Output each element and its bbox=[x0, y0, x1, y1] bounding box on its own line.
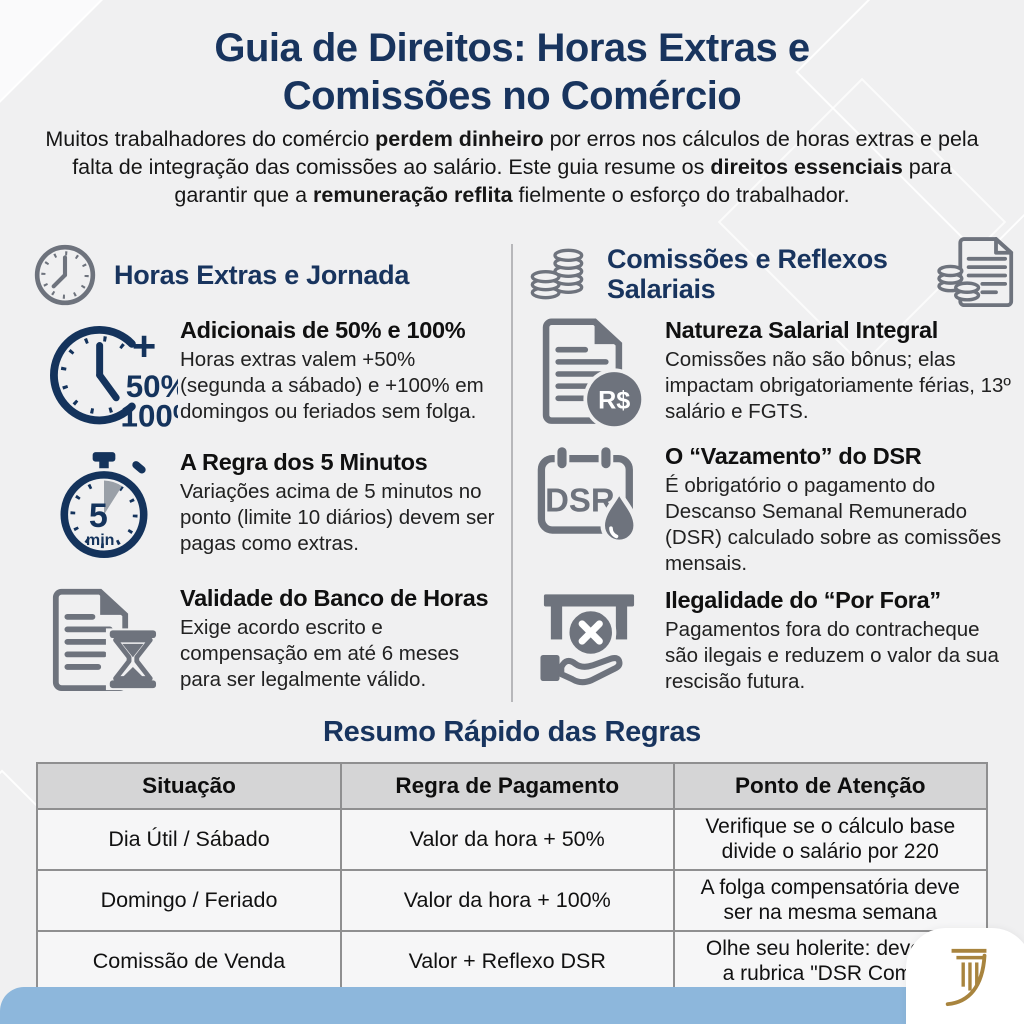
stopwatch-value: 5 bbox=[89, 497, 108, 535]
col-header-regra: Regra de Pagamento bbox=[340, 762, 675, 810]
card-body: Pagamentos fora do contracheque são ileg… bbox=[665, 617, 999, 693]
card-adicionais-text: Adicionais de 50% e 100% Horas extras va… bbox=[180, 317, 502, 425]
rules-table: Situação Regra de Pagamento Ponto de Ate… bbox=[36, 762, 988, 993]
intro-text: para garantir que a bbox=[174, 154, 952, 207]
column-divider bbox=[511, 244, 513, 702]
card-title: Ilegalidade do “Por Fora” bbox=[665, 587, 941, 613]
card-regra-5-minutos-text: A Regra dos 5 Minutos Variações acima de… bbox=[180, 449, 502, 557]
col-header-atencao: Ponto de Atenção bbox=[672, 762, 988, 810]
intro-paragraph: Muitos trabalhadores do comércio perdem … bbox=[37, 126, 987, 210]
page-title: Guia de Direitos: Horas Extras e Comissõe… bbox=[0, 24, 1024, 120]
card-body: Variações acima de 5 minutos no ponto (l… bbox=[180, 479, 495, 555]
dsr-label: DSR bbox=[545, 482, 615, 519]
summary-heading: Resumo Rápido das Regras bbox=[323, 716, 701, 748]
table-row: Dia Útil / Sábado Valor da hora + 50% Ve… bbox=[36, 808, 988, 871]
cell-situacao: Dia Útil / Sábado bbox=[36, 808, 342, 871]
document-coins-icon bbox=[937, 237, 1014, 308]
intro-bold-text: perdem dinheiro bbox=[375, 127, 544, 151]
card-por-fora-text: Ilegalidade do “Por Fora” Pagamentos for… bbox=[665, 587, 1017, 695]
table-header-row: Situação Regra de Pagamento Ponto de Ate… bbox=[36, 762, 988, 810]
content-columns: Horas Extras e Jornada + 50% 100% Adic bbox=[0, 236, 1024, 714]
cell-atencao: Verifique se o cálculo base divide o sal… bbox=[672, 808, 988, 871]
document-hourglass-icon bbox=[28, 586, 180, 692]
pillar-logo-icon bbox=[945, 948, 987, 1007]
card-vazamento-dsr-text: O “Vazamento” do DSR É obrigatório o pag… bbox=[665, 443, 1017, 577]
footer-bar bbox=[0, 987, 1024, 1024]
card-regra-5-minutos: 5 min A Regra dos 5 Minutos Variações ac… bbox=[28, 449, 502, 564]
right-column-comissoes: Comissões e Reflexos Salariais bbox=[527, 236, 1019, 714]
card-body: Exige acordo escrito e compensação em at… bbox=[180, 615, 460, 691]
card-title: Adicionais de 50% e 100% bbox=[180, 317, 466, 343]
col-header-situacao: Situação bbox=[36, 762, 342, 810]
intro-text: fielmente o esforço do trabalhador. bbox=[512, 182, 850, 207]
plus-glyph: + bbox=[132, 322, 156, 369]
overtime-clock-icon: + 50% 100% bbox=[28, 318, 180, 434]
card-body: É obrigatório o pagamento do Descanso Se… bbox=[665, 473, 1002, 575]
dsr-calendar-icon: DSR bbox=[527, 444, 651, 552]
intro-text: Muitos trabalhadores do comércio bbox=[45, 127, 376, 151]
right-section-header: Comissões e Reflexos Salariais bbox=[527, 236, 1019, 312]
card-banco-de-horas-text: Validade do Banco de Horas Exige acordo … bbox=[180, 585, 502, 693]
pct50-glyph: 50% bbox=[126, 369, 178, 404]
page-title-line2: Comissões no Comércio bbox=[282, 74, 742, 118]
cell-situacao: Domingo / Feriado bbox=[36, 869, 342, 932]
left-section-header: Horas Extras e Jornada bbox=[32, 242, 409, 308]
document-money-icon: R$ bbox=[527, 318, 651, 430]
cell-regra: Valor + Reflexo DSR bbox=[340, 930, 675, 993]
card-vazamento-dsr: DSR O “Vazamento” do DSR É obrigatório o… bbox=[527, 443, 1017, 577]
coins-icon bbox=[530, 248, 584, 300]
card-por-fora: Ilegalidade do “Por Fora” Pagamentos for… bbox=[527, 587, 1017, 695]
stopwatch-unit: min bbox=[86, 531, 115, 549]
right-section-title-line2: Salariais bbox=[607, 274, 716, 304]
left-column-horas-extras: Horas Extras e Jornada + 50% 100% Adic bbox=[28, 236, 504, 714]
cell-regra: Valor da hora + 50% bbox=[340, 808, 675, 871]
left-section-title: Horas Extras e Jornada bbox=[114, 259, 410, 290]
card-adicionais: + 50% 100% Adicionais de 50% e 100% Hora… bbox=[28, 317, 502, 434]
clock-icon bbox=[34, 244, 96, 306]
card-natureza-salarial-text: Natureza Salarial Integral Comissões não… bbox=[665, 317, 1017, 425]
table-row: Comissão de Venda Valor + Reflexo DSR Ol… bbox=[36, 930, 988, 993]
card-title: A Regra dos 5 Minutos bbox=[180, 449, 428, 475]
brand-logo-card bbox=[906, 928, 1024, 1024]
right-section-title-line1: Comissões e Reflexos bbox=[607, 243, 888, 274]
page-title-line1: Guia de Direitos: Horas Extras e bbox=[214, 26, 810, 70]
pct100-glyph: 100% bbox=[121, 398, 178, 433]
table-row: Domingo / Feriado Valor da hora + 100% A… bbox=[36, 869, 988, 932]
card-body: Horas extras valem +50% (segunda a sábad… bbox=[180, 347, 484, 423]
cell-regra: Valor da hora + 100% bbox=[340, 869, 675, 932]
card-body: Comissões não são bônus; elas impactam o… bbox=[665, 347, 1011, 423]
card-banco-de-horas: Validade do Banco de Horas Exige acordo … bbox=[28, 585, 502, 693]
card-title: Natureza Salarial Integral bbox=[665, 317, 939, 343]
stopwatch-icon: 5 min bbox=[28, 450, 180, 564]
intro-bold-text: remuneração reflita bbox=[313, 182, 513, 207]
cell-situacao: Comissão de Venda bbox=[36, 930, 342, 993]
rs-badge-label: R$ bbox=[598, 387, 630, 415]
card-title: Validade do Banco de Horas bbox=[180, 585, 489, 611]
right-section-title: Comissões e Reflexos Salariais bbox=[607, 244, 919, 304]
intro-text: por erros nos cálculos de horas extras e… bbox=[72, 127, 979, 179]
card-title: O “Vazamento” do DSR bbox=[665, 443, 922, 469]
cell-atencao: A folga compensatória deve ser na mesma … bbox=[672, 869, 988, 932]
intro-bold-text: direitos essenciais bbox=[710, 154, 903, 179]
card-natureza-salarial: R$ Natureza Salarial Integral Comissões … bbox=[527, 317, 1017, 430]
hand-table-x-icon bbox=[527, 588, 651, 690]
